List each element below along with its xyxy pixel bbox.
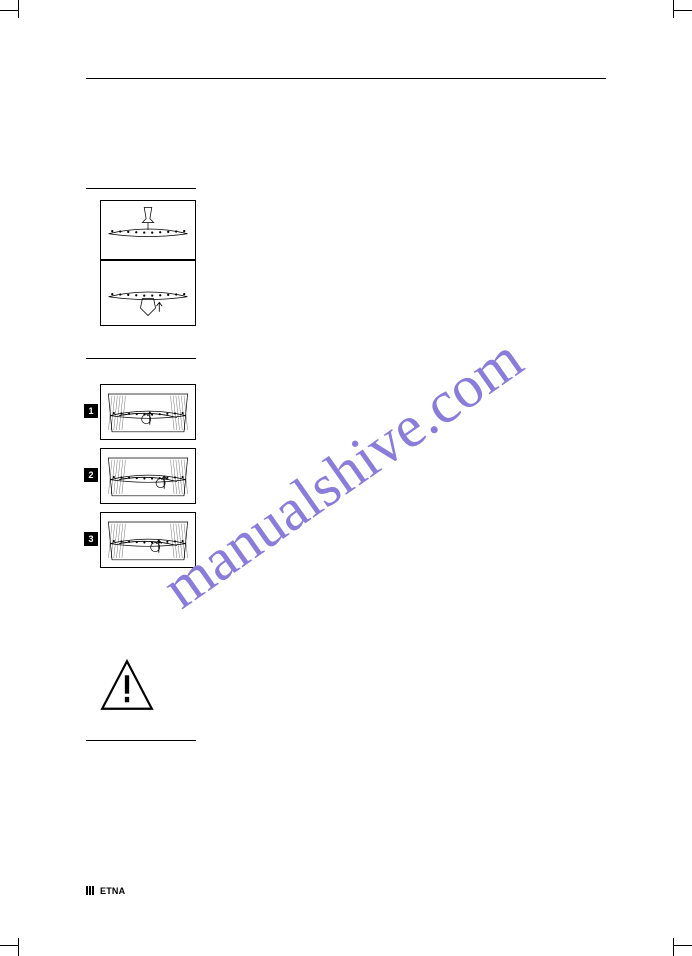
diagram-illustration: [101, 449, 195, 503]
warning-icon: [100, 658, 154, 712]
diagram-illustration: [101, 201, 195, 259]
step-badge: 3: [84, 532, 98, 546]
crop-mark: [674, 945, 692, 946]
watermark-text: manualshive.com: [151, 325, 534, 621]
brand-text: ETNA: [100, 886, 125, 896]
divider: [86, 78, 606, 79]
diagram-illustration: [101, 261, 195, 325]
crop-mark: [673, 938, 674, 956]
crop-mark: [0, 10, 18, 11]
crop-mark: [18, 0, 19, 18]
figure-frame: [100, 384, 196, 440]
step-badge: 1: [84, 404, 98, 418]
crop-mark: [18, 938, 19, 956]
crop-mark: [0, 945, 18, 946]
brand-bars-icon: [86, 886, 98, 897]
page-root: 1 2 3 ETNA manualshive.com: [0, 0, 692, 956]
divider: [86, 740, 196, 741]
crop-mark: [674, 10, 692, 11]
divider: [86, 188, 196, 189]
step-badge: 2: [84, 468, 98, 482]
figure-frame: [100, 260, 196, 326]
figure-frame: [100, 448, 196, 504]
diagram-illustration: [101, 513, 195, 567]
crop-mark: [673, 0, 674, 18]
diagram-illustration: [101, 385, 195, 439]
brand-logo: ETNA: [86, 886, 125, 897]
figure-frame: [100, 512, 196, 568]
figure-frame: [100, 200, 196, 260]
divider: [86, 358, 196, 359]
